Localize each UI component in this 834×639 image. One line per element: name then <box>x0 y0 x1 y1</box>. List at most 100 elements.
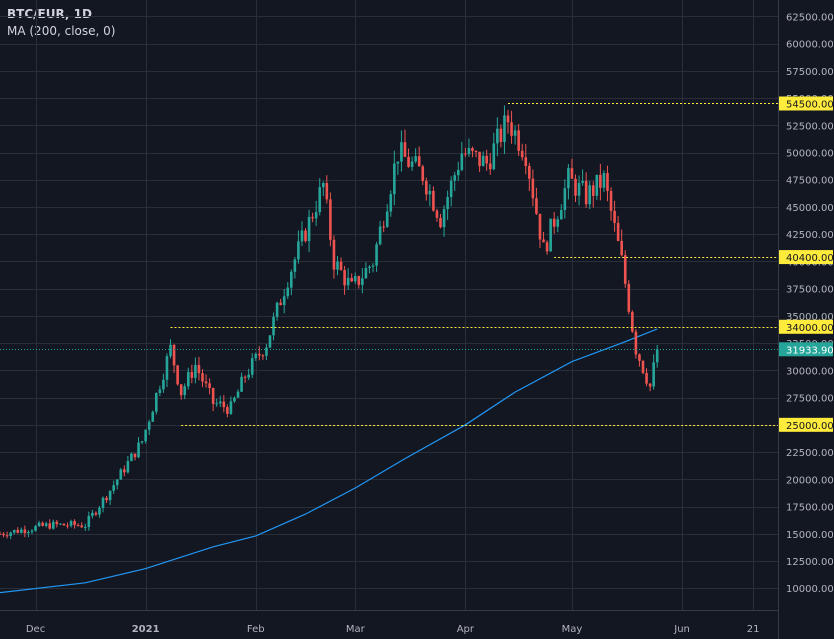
candle-down <box>258 353 261 356</box>
candle-up <box>37 522 41 527</box>
candle-up <box>496 128 499 144</box>
candle-down <box>208 383 211 389</box>
candle-down <box>432 190 435 211</box>
price-tick-label: 52500.00 <box>786 121 834 132</box>
candle-up <box>378 226 382 245</box>
price-tick-label: 22500.00 <box>786 448 834 459</box>
candle-up <box>364 268 368 279</box>
candle-up <box>400 142 403 162</box>
candle-up <box>265 347 268 356</box>
level-price-label: 40400.00 <box>786 253 834 264</box>
candle-up <box>353 276 357 282</box>
candle-up <box>428 190 432 195</box>
candle-down <box>570 168 574 179</box>
candle-up <box>563 188 567 211</box>
candle-down <box>478 151 481 167</box>
price-tick-label: 30000.00 <box>786 366 834 377</box>
candle-down <box>520 150 524 158</box>
candle-up <box>321 182 325 188</box>
time-tick-label: Dec <box>26 624 45 635</box>
candle-down <box>435 210 439 218</box>
candle-down <box>439 217 442 228</box>
candle-down <box>172 344 176 366</box>
candle-up <box>449 180 453 198</box>
candle-up <box>44 523 48 526</box>
candle-down <box>222 401 226 408</box>
candle-up <box>314 212 318 219</box>
candle-down <box>73 521 76 526</box>
current-price-badge <box>779 342 833 357</box>
level-price-label: 34000.00 <box>786 323 834 334</box>
candle-down <box>204 381 208 384</box>
candle-down <box>464 153 467 155</box>
price-tick-label: 60000.00 <box>786 40 834 51</box>
time-tick-label: 2021 <box>132 624 160 635</box>
candle-up <box>442 209 446 228</box>
symbol-title[interactable]: BTC/EUR, 1D <box>7 7 92 21</box>
level-price-label: 25000.00 <box>786 421 834 432</box>
candle-up <box>286 287 290 297</box>
candle-up <box>293 259 297 272</box>
candle-down <box>545 242 549 252</box>
candle-down <box>538 213 542 240</box>
candle-up <box>140 441 144 443</box>
indicator-label[interactable]: MA (200, close, 0) <box>7 24 116 38</box>
candle-down <box>417 156 421 167</box>
candle-down <box>591 185 595 196</box>
candle-down <box>471 148 474 152</box>
candle-down <box>76 525 80 527</box>
price-tick-label: 35000.00 <box>786 312 834 323</box>
candle-up <box>268 335 272 348</box>
price-axis[interactable]: 10000.00 12500.00 15000.00 17500.00 20000.00… <box>778 0 834 639</box>
time-axis[interactable]: Dec 2021 Feb Mar Apr May Jun 21 <box>0 610 778 636</box>
candle-up <box>336 261 339 270</box>
candle-down <box>343 269 346 286</box>
candle-down <box>48 523 52 529</box>
price-tick-label: 12500.00 <box>786 557 834 568</box>
candle-up <box>147 421 151 430</box>
candle-down <box>606 172 609 191</box>
candle-up <box>165 356 169 380</box>
price-tick-label: 42500.00 <box>786 230 834 241</box>
candle-down <box>641 360 645 373</box>
candle-down <box>23 529 27 534</box>
time-tick-label: Jun <box>673 624 690 635</box>
price-tick-label: 57500.00 <box>786 67 834 78</box>
candle-up <box>503 115 506 142</box>
candle-up <box>460 153 464 170</box>
candle-down <box>474 151 478 153</box>
candle-up <box>290 271 293 288</box>
time-tick-label: May <box>562 624 583 635</box>
candle-down <box>304 230 307 242</box>
candle-up <box>12 529 16 533</box>
candle-down <box>485 155 488 164</box>
candle-down <box>542 239 545 243</box>
candle-down <box>616 222 620 241</box>
candle-up <box>456 169 460 176</box>
candle-up <box>446 197 449 210</box>
candle-down <box>339 261 343 270</box>
candle-up <box>375 244 378 266</box>
level-price-label: 54500.00 <box>786 99 834 110</box>
horizontal-levels[interactable] <box>0 103 778 426</box>
chart-legend: BTC/EUR, 1D MA (200, close, 0) <box>7 6 115 40</box>
time-tick-label: Mar <box>346 624 366 635</box>
candle-up <box>115 479 119 486</box>
candle-up <box>151 411 155 422</box>
price-tick-label: 27500.00 <box>786 394 834 405</box>
candle-up <box>588 185 592 205</box>
candle-up <box>410 161 414 167</box>
candle-down <box>0 533 2 535</box>
candle-up <box>655 349 659 363</box>
candle-down <box>599 174 602 188</box>
candle-down <box>627 283 631 312</box>
candle-down <box>62 523 66 526</box>
candle-up <box>69 521 73 526</box>
level-price-badge <box>779 250 833 265</box>
candle-down <box>350 277 353 282</box>
time-tick-label: Apr <box>457 624 475 635</box>
candle-down <box>510 122 513 136</box>
candle-down <box>499 128 503 142</box>
level-price-badge <box>779 96 833 111</box>
